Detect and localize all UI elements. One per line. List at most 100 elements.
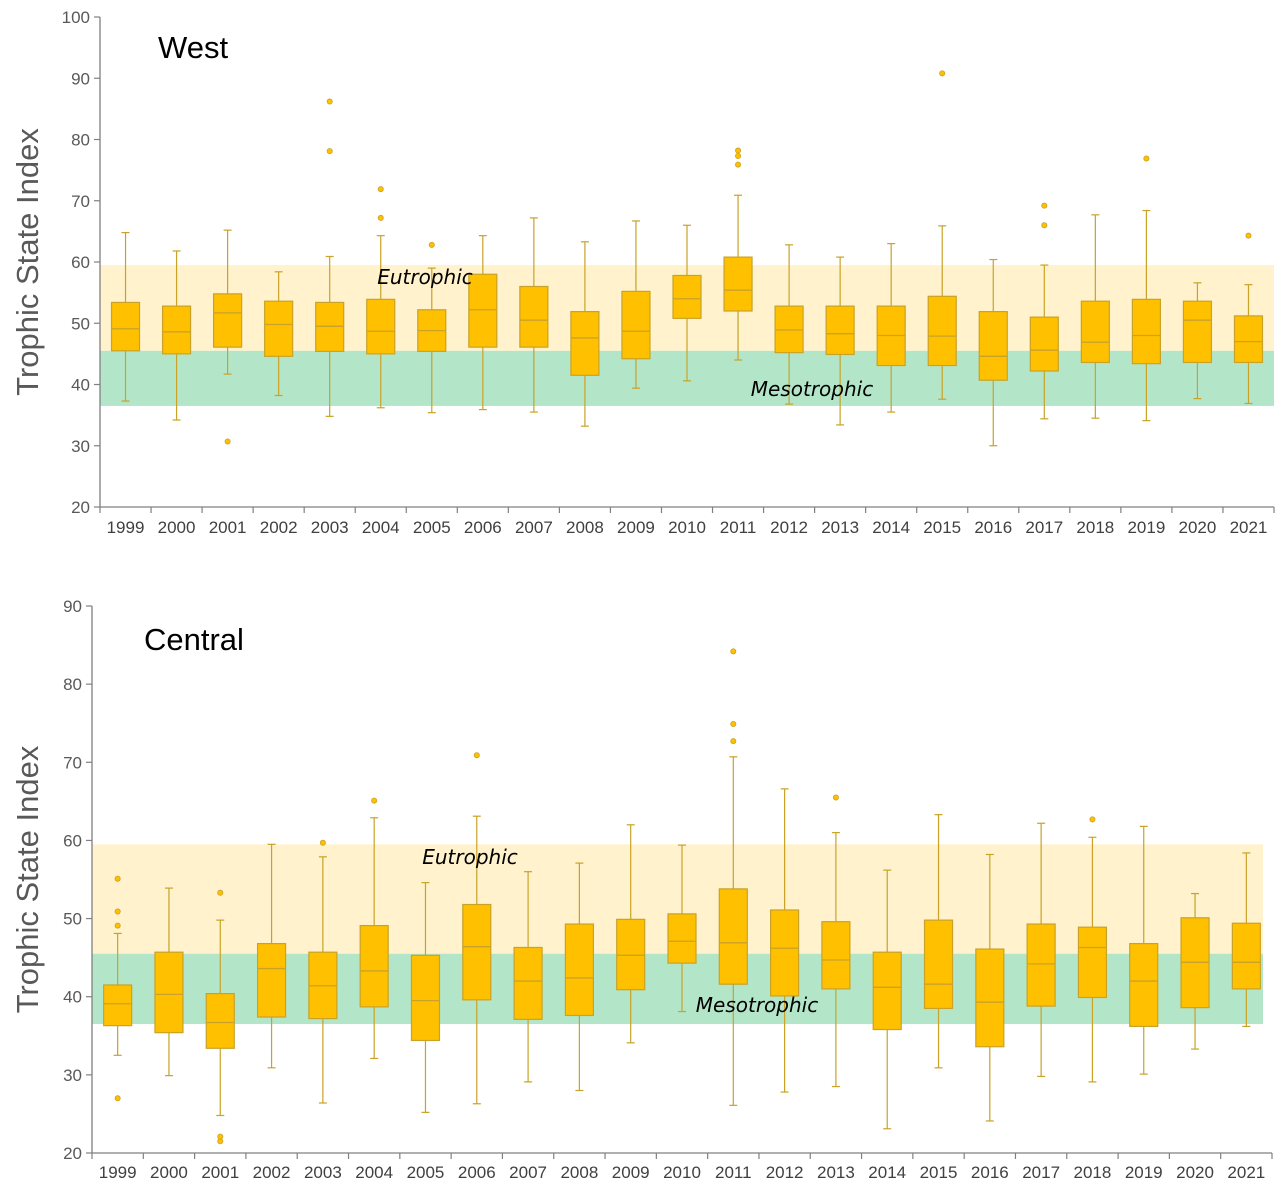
- x-tick-label: 2020: [1179, 518, 1217, 537]
- outlier-point: [1042, 223, 1047, 228]
- iqr-box: [514, 947, 542, 1019]
- outlier-point: [320, 840, 325, 845]
- outlier-point: [1090, 817, 1095, 822]
- mesotrophic-label: Mesotrophic: [696, 993, 818, 1017]
- x-tick-label: 2015: [923, 518, 961, 537]
- x-tick-label: 2020: [1176, 1163, 1214, 1182]
- x-tick-label: 2003: [304, 1163, 342, 1182]
- iqr-box: [724, 257, 752, 311]
- x-tick-label: 2008: [560, 1163, 598, 1182]
- iqr-box: [411, 955, 439, 1040]
- chart-panel-central: 20 30 40 50 60 70 80 90 1999 2000 2001 2002 2003 2004…: [10, 597, 1272, 1182]
- y-tick-label: 70: [63, 753, 82, 772]
- x-tick-label: 2005: [413, 518, 451, 537]
- y-axis-label: Trophic State Index: [10, 128, 45, 396]
- x-tick-label: 2010: [668, 518, 706, 537]
- outlier-point: [735, 162, 740, 167]
- iqr-box: [1081, 301, 1109, 362]
- outlier-point: [378, 187, 383, 192]
- outlier-point: [115, 923, 120, 928]
- iqr-box: [1183, 301, 1211, 362]
- iqr-box: [1027, 924, 1055, 1006]
- outlier-point: [735, 148, 740, 153]
- x-tick-label: 2017: [1025, 518, 1063, 537]
- x-tick-label: 2013: [821, 518, 859, 537]
- x-tick-label: 2000: [158, 518, 196, 537]
- outlier-point: [115, 909, 120, 914]
- iqr-box: [873, 952, 901, 1029]
- x-tick-label: 1999: [107, 518, 145, 537]
- x-tick-label: 2012: [766, 1163, 804, 1182]
- outlier-point: [378, 215, 383, 220]
- iqr-box: [367, 299, 395, 354]
- y-tick-label: 80: [63, 675, 82, 694]
- x-tick-label: 2016: [971, 1163, 1009, 1182]
- outlier-point: [735, 153, 740, 158]
- outlier-point: [218, 890, 223, 895]
- iqr-box: [976, 949, 1004, 1047]
- outlier-point: [372, 798, 377, 803]
- x-tick-label: 2004: [362, 518, 400, 537]
- box-2001: [214, 230, 242, 444]
- y-tick-label: 100: [62, 8, 90, 27]
- x-tick-label: 2006: [464, 518, 502, 537]
- outlier-point: [833, 795, 838, 800]
- y-tick-label: 50: [71, 314, 90, 333]
- x-tick-label: 2004: [355, 1163, 393, 1182]
- outlier-point: [115, 876, 120, 881]
- outlier-point: [940, 71, 945, 76]
- eutrophic-label: Eutrophic: [422, 845, 518, 869]
- x-tick-label: 2003: [311, 518, 349, 537]
- outlier-point: [429, 242, 434, 247]
- y-tick-label: 20: [71, 498, 90, 517]
- outlier-point: [225, 439, 230, 444]
- iqr-box: [565, 924, 593, 1015]
- iqr-box: [206, 994, 234, 1049]
- y-tick-label: 40: [71, 376, 90, 395]
- x-tick-label: 2014: [868, 1163, 906, 1182]
- iqr-box: [104, 985, 132, 1026]
- iqr-box: [163, 306, 191, 354]
- box-2006: [463, 753, 491, 1104]
- x-tick-label: 2009: [612, 1163, 650, 1182]
- iqr-box: [1030, 317, 1058, 371]
- y-tick-label: 70: [71, 192, 90, 211]
- iqr-box: [571, 312, 599, 376]
- iqr-box: [925, 920, 953, 1008]
- x-tick-label: 2018: [1074, 1163, 1112, 1182]
- outlier-point: [731, 721, 736, 726]
- x-tick-label: 2001: [201, 1163, 239, 1182]
- eutrophic-label: Eutrophic: [377, 265, 473, 289]
- panel-title: Central: [144, 622, 244, 657]
- iqr-box: [719, 889, 747, 984]
- x-tick-label: 2000: [150, 1163, 188, 1182]
- iqr-box: [155, 952, 183, 1032]
- x-tick-label: 2002: [260, 518, 298, 537]
- outlier-point: [327, 149, 332, 154]
- y-tick-label: 60: [71, 253, 90, 272]
- x-tick-label: 2016: [974, 518, 1012, 537]
- iqr-box: [617, 919, 645, 989]
- x-tick-label: 2015: [920, 1163, 958, 1182]
- iqr-box: [520, 287, 548, 348]
- outlier-point: [115, 1096, 120, 1101]
- x-tick-label: 2011: [715, 1163, 752, 1182]
- x-tick-label: 2021: [1230, 518, 1268, 537]
- y-axis-label: Trophic State Index: [10, 745, 45, 1013]
- iqr-box: [1234, 316, 1262, 363]
- iqr-box: [1232, 923, 1260, 989]
- x-tick-label: 2002: [253, 1163, 291, 1182]
- x-tick-label: 2005: [407, 1163, 445, 1182]
- x-tick-label: 2011: [720, 518, 757, 537]
- iqr-box: [673, 275, 701, 318]
- outlier-point: [731, 649, 736, 654]
- outlier-point: [1042, 203, 1047, 208]
- iqr-box: [258, 944, 286, 1017]
- x-tick-label: 2006: [458, 1163, 496, 1182]
- x-tick-label: 2007: [509, 1163, 547, 1182]
- box-2015: [928, 71, 956, 399]
- x-tick-label: 2008: [566, 518, 604, 537]
- iqr-box: [822, 922, 850, 989]
- y-tick-label: 30: [71, 437, 90, 456]
- box-2012: [771, 789, 799, 1092]
